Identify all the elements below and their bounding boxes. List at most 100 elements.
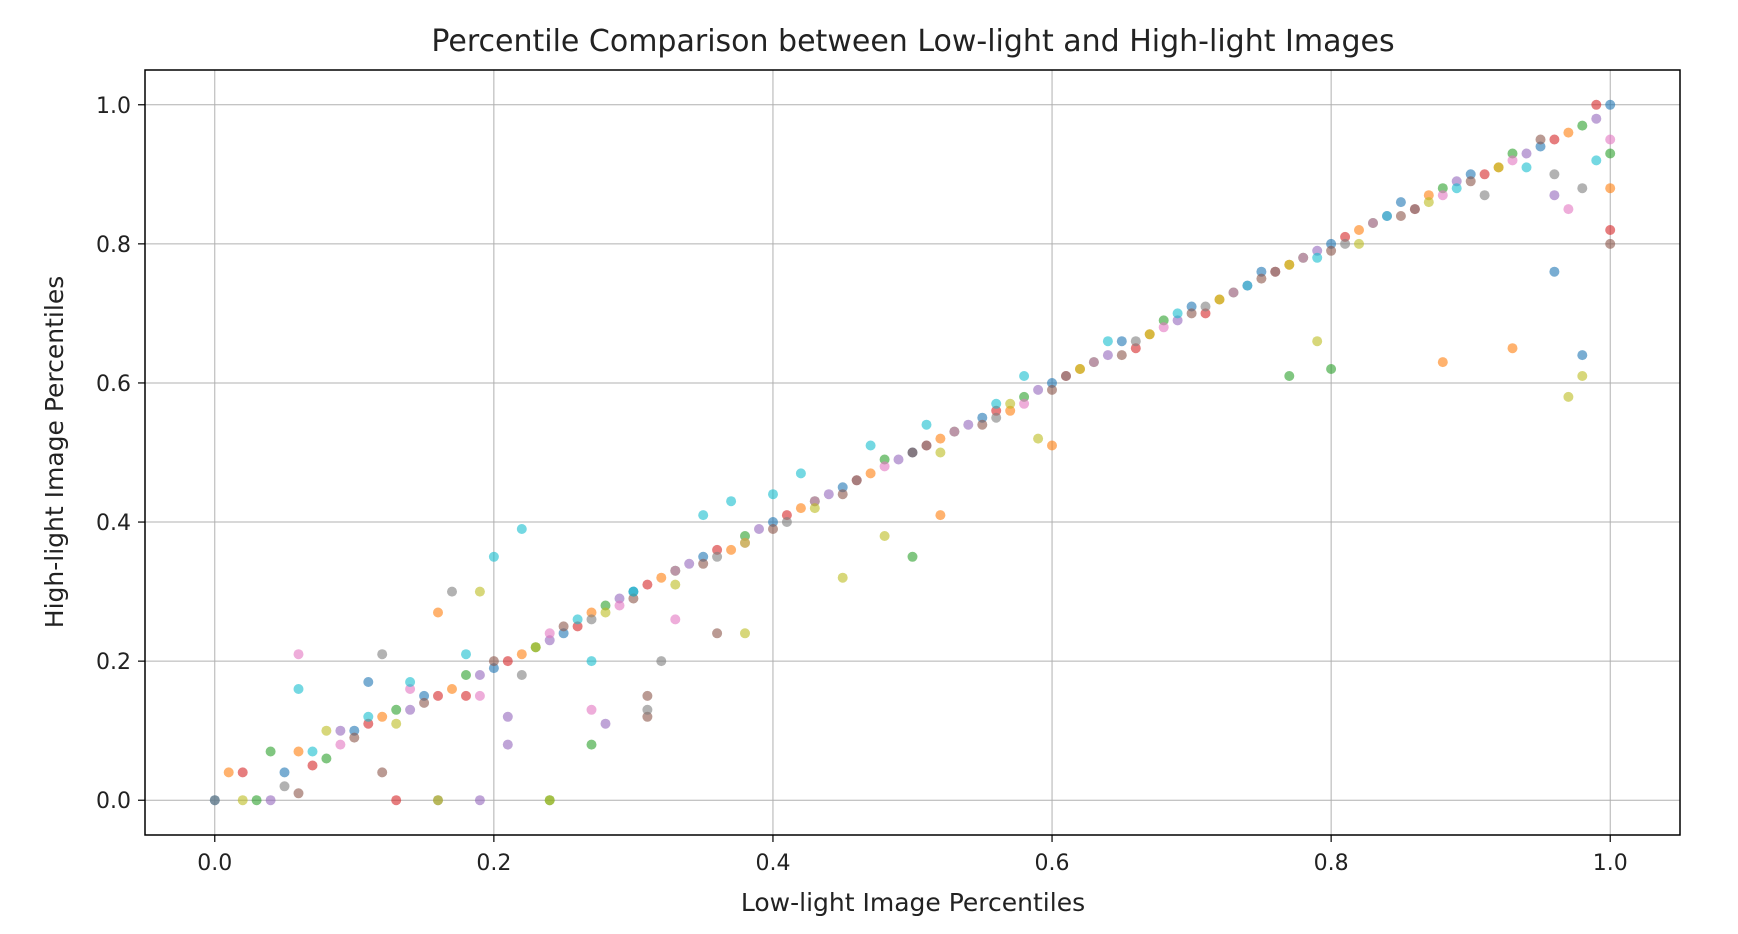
scatter-point — [670, 614, 681, 625]
scatter-point — [1605, 225, 1616, 235]
scatter-point — [1158, 315, 1169, 326]
scatter-point — [293, 746, 304, 757]
scatter-point — [1549, 134, 1560, 145]
scatter-point — [279, 781, 290, 792]
scatter-point — [1605, 99, 1616, 110]
scatter-series-10 — [293, 155, 1602, 757]
scatter-point — [1312, 252, 1323, 263]
scatter-point — [642, 704, 653, 715]
scatter-point — [474, 670, 485, 680]
scatter-point — [879, 531, 890, 541]
scatter-point — [1116, 350, 1127, 361]
scatter-point — [1047, 440, 1057, 451]
scatter-point — [1591, 99, 1602, 110]
y-axis-ticks: 0.0 0.2 0.4 0.6 0.8 1.0 — [96, 94, 145, 814]
scatter-point — [405, 684, 416, 694]
scatter-point — [698, 551, 709, 562]
scatter-point — [209, 795, 220, 806]
scatter-point — [768, 524, 778, 534]
scatter-point — [1088, 357, 1099, 368]
scatter-point — [670, 579, 681, 590]
scatter-point — [1242, 280, 1253, 291]
scatter-point — [1228, 287, 1239, 298]
scatter-point — [363, 677, 374, 687]
scatter-point — [1019, 371, 1030, 381]
scatter-point — [474, 690, 485, 701]
scatter-point — [1186, 301, 1197, 312]
y-axis-label: High-light Image Percentiles — [40, 276, 69, 628]
scatter-point — [335, 725, 346, 736]
scatter-point — [544, 795, 555, 806]
scatter-point — [1033, 433, 1044, 444]
scatter-point — [1591, 113, 1602, 124]
scatter-point — [698, 510, 709, 521]
scatter-point — [377, 711, 388, 722]
scatter-point — [321, 753, 332, 764]
scatter-point — [488, 663, 499, 674]
scatter-point — [1214, 294, 1225, 305]
scatter-point — [433, 607, 443, 618]
scatter-point — [754, 524, 764, 534]
scatter-point — [419, 697, 430, 708]
scatter-point — [656, 572, 667, 583]
scatter-point — [223, 767, 234, 778]
scatter-point — [949, 426, 960, 437]
x-axis-ticks: 0.0 0.2 0.4 0.6 0.8 1.0 — [197, 835, 1628, 876]
scatter-point — [865, 440, 876, 451]
scatter-point — [1326, 245, 1337, 256]
scatter-point — [712, 544, 723, 555]
scatter-point — [474, 586, 485, 597]
scatter-point — [1061, 371, 1071, 381]
scatter-series-9 — [237, 162, 1588, 806]
data-points — [209, 99, 1616, 806]
scatter-point — [586, 614, 597, 625]
scatter-point — [921, 419, 932, 430]
scatter-point — [474, 795, 485, 806]
scatter-point — [1312, 245, 1323, 256]
scatter-point — [307, 760, 318, 771]
scatter-point — [1326, 238, 1337, 249]
scatter-point — [893, 454, 904, 465]
scatter-point — [1284, 371, 1295, 381]
scatter-point — [1019, 391, 1030, 402]
scatter-series-2 — [223, 127, 1616, 778]
scatter-point — [349, 732, 360, 743]
x-axis-label: Low-light Image Percentiles — [741, 888, 1085, 917]
scatter-point — [1451, 183, 1462, 194]
scatter-point — [502, 739, 513, 750]
scatter-point — [740, 537, 750, 548]
x-tick-label: 0.8 — [1314, 851, 1349, 876]
scatter-point — [293, 684, 304, 694]
scatter-point — [1563, 127, 1574, 138]
y-tick-label: 1.0 — [96, 94, 131, 119]
scatter-point — [1382, 211, 1392, 221]
scatter-point — [363, 718, 374, 729]
x-tick-label: 1.0 — [1593, 851, 1628, 876]
scatter-point — [614, 600, 625, 611]
scatter-point — [1577, 371, 1588, 381]
scatter-point — [1563, 391, 1574, 402]
scatter-point — [670, 565, 681, 576]
scatter-point — [516, 524, 527, 534]
scatter-point — [391, 718, 402, 729]
scatter-point — [1047, 384, 1057, 395]
scatter-point — [1605, 148, 1616, 159]
scatter-point — [1437, 190, 1448, 201]
scatter-point — [1172, 308, 1183, 319]
scatter-point — [712, 628, 723, 639]
scatter-point — [879, 454, 890, 465]
scatter-point — [600, 607, 611, 618]
scatter-point — [991, 412, 1002, 423]
scatter-point — [1256, 266, 1267, 277]
scatter-point — [558, 621, 569, 632]
scatter-point — [1256, 273, 1267, 284]
plot-area-frame — [144, 69, 1681, 836]
scatter-point — [781, 517, 792, 527]
x-tick-label: 0.6 — [1035, 851, 1070, 876]
scatter-point — [809, 503, 820, 514]
scatter-point — [600, 718, 611, 729]
scatter-point — [293, 788, 304, 799]
scatter-point — [1144, 329, 1155, 340]
scatter-point — [1479, 190, 1490, 201]
